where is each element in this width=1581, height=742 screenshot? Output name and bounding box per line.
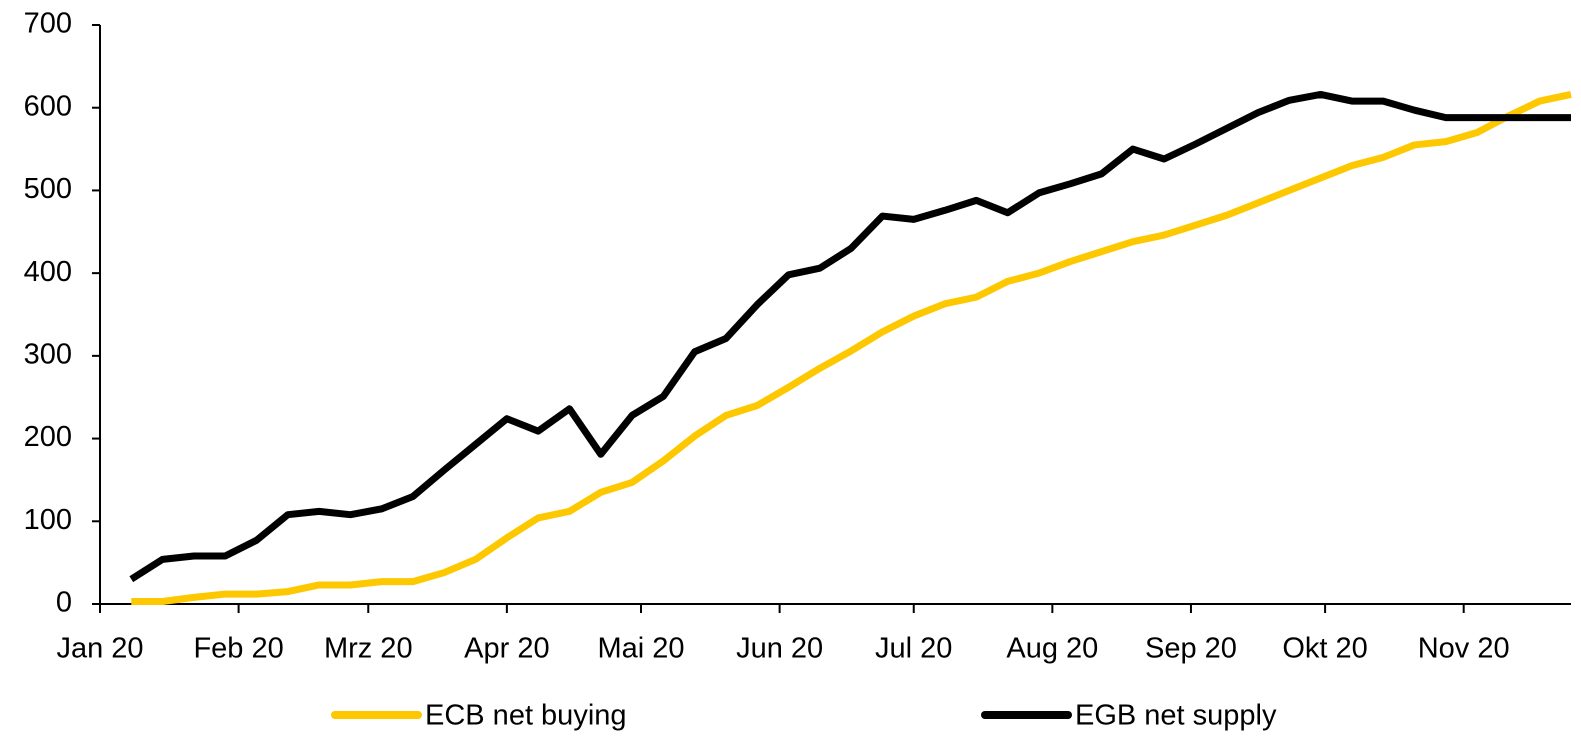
series-line (131, 91, 1572, 606)
y-tick-label: 700 (24, 8, 72, 40)
y-tick-label: 200 (24, 421, 72, 453)
x-tick-label: Jan 20 (56, 633, 143, 665)
y-tick-label: 500 (24, 173, 72, 205)
x-tick-label: Aug 20 (1006, 633, 1098, 665)
x-tick-label: Apr 20 (464, 633, 549, 665)
y-tick-label: 600 (24, 90, 72, 122)
x-tick-label: Feb 20 (193, 633, 283, 665)
legend-label: EGB net supply (1075, 700, 1277, 732)
x-tick-label: Jun 20 (736, 633, 823, 665)
legend-label: ECB net buying (425, 700, 627, 732)
y-tick-label: 300 (24, 339, 72, 371)
y-tick-label: 0 (56, 587, 72, 619)
x-tick-label: Sep 20 (1145, 633, 1237, 665)
x-tick-label: Mai 20 (597, 633, 684, 665)
y-tick-label: 100 (24, 504, 72, 536)
x-tick-label: Nov 20 (1418, 633, 1510, 665)
x-tick-label: Mrz 20 (324, 633, 413, 665)
x-tick-label: Jul 20 (875, 633, 952, 665)
y-tick-label: 400 (24, 256, 72, 288)
series-line (129, 90, 1571, 583)
x-tick-label: Okt 20 (1282, 633, 1367, 665)
